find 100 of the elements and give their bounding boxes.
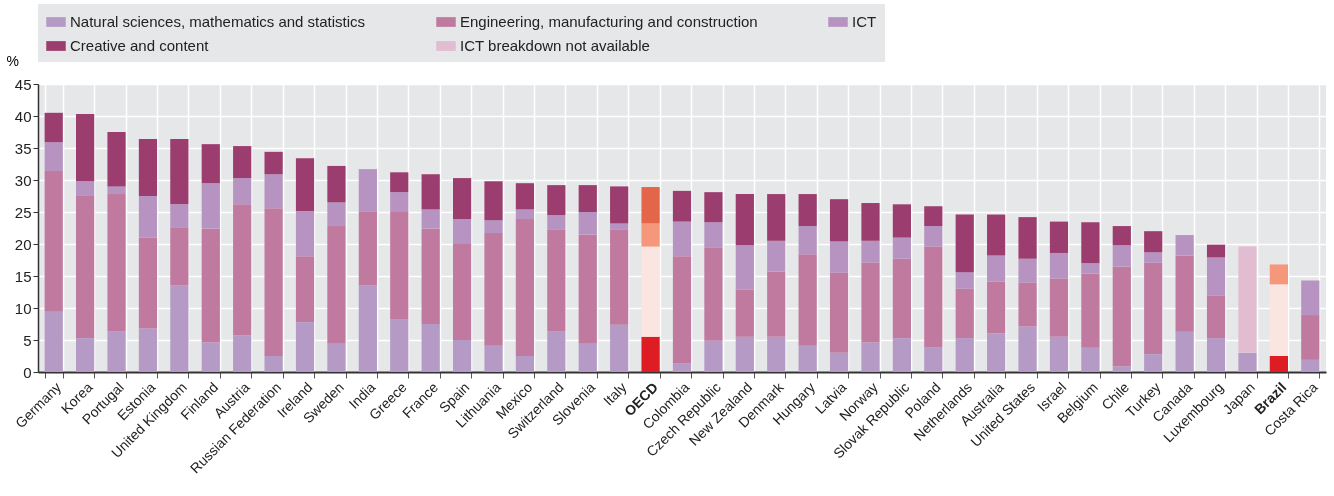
bar — [1018, 326, 1037, 372]
bar — [1144, 354, 1163, 372]
bar — [390, 212, 409, 319]
bar — [76, 114, 95, 182]
bar — [672, 190, 692, 222]
bar — [170, 227, 189, 286]
bar — [1144, 252, 1163, 263]
bar — [987, 281, 1006, 334]
bar — [798, 226, 817, 255]
bar — [1144, 231, 1163, 253]
legend-label: Engineering, manufacturing and construction — [460, 13, 758, 30]
bar — [295, 256, 315, 323]
bar — [829, 241, 849, 273]
bar — [452, 219, 472, 244]
bar — [641, 336, 660, 372]
bar — [358, 169, 377, 212]
bar — [892, 258, 912, 339]
bar — [798, 345, 817, 372]
bar — [861, 240, 880, 263]
bar — [515, 183, 535, 210]
y-tick-label: 10 — [14, 299, 32, 317]
bar — [610, 229, 629, 325]
bar — [610, 324, 629, 372]
bar — [201, 342, 220, 372]
bar — [515, 209, 535, 220]
y-tick-label: 45 — [14, 75, 32, 93]
bar — [735, 336, 754, 372]
bar — [421, 209, 440, 229]
y-tick-label: 15 — [14, 267, 32, 285]
bar — [829, 272, 849, 353]
bar — [1206, 295, 1226, 339]
bar — [767, 271, 786, 337]
bar — [1112, 245, 1131, 267]
bar — [233, 178, 252, 205]
bar — [547, 229, 566, 332]
bar — [515, 219, 535, 356]
bar — [1081, 222, 1100, 264]
bar — [861, 203, 880, 241]
bar — [829, 199, 849, 242]
bar — [829, 352, 849, 372]
bar — [264, 151, 283, 175]
bar — [170, 285, 189, 372]
bar — [798, 254, 817, 346]
bar — [1206, 338, 1226, 372]
bar — [515, 356, 535, 372]
bar — [861, 342, 880, 372]
bar — [484, 181, 503, 221]
bar — [233, 204, 252, 336]
bar — [1018, 282, 1037, 327]
bar — [1049, 252, 1069, 279]
bar — [704, 247, 723, 341]
y-tick-label: 20 — [14, 235, 32, 253]
legend-label: Creative and content — [70, 37, 210, 54]
bar — [1112, 226, 1131, 246]
bar — [44, 311, 63, 372]
bar — [138, 328, 158, 372]
bar — [672, 256, 692, 364]
bar — [138, 237, 158, 329]
bar — [767, 336, 786, 372]
bar — [264, 208, 283, 356]
bar — [861, 262, 880, 343]
bar — [421, 174, 440, 210]
bar — [1238, 246, 1257, 353]
bar — [798, 194, 817, 227]
y-tick-label: 30 — [14, 171, 32, 189]
bar — [1112, 266, 1131, 367]
bar — [390, 172, 409, 193]
bar — [1018, 217, 1037, 259]
bar — [704, 222, 723, 248]
bar — [201, 183, 220, 229]
bar — [735, 289, 754, 337]
bar — [44, 112, 63, 143]
bar — [924, 347, 943, 372]
bar — [767, 240, 786, 272]
bar — [264, 174, 283, 209]
bar — [358, 211, 377, 286]
bar — [955, 338, 974, 372]
bar — [76, 181, 95, 196]
bar — [1175, 331, 1194, 372]
y-tick-label: 0 — [23, 363, 32, 381]
y-tick-label: 35 — [14, 139, 32, 157]
bar — [767, 194, 786, 241]
bar — [1206, 257, 1226, 296]
bar — [421, 324, 440, 372]
bar — [578, 185, 597, 212]
bar — [955, 272, 974, 289]
legend-label: ICT — [852, 13, 877, 30]
bar — [610, 186, 629, 224]
bar — [578, 212, 597, 235]
bar — [924, 246, 943, 348]
bar — [1144, 262, 1163, 355]
bar — [547, 331, 566, 372]
bar — [924, 206, 943, 227]
bar — [295, 211, 315, 257]
bar — [138, 139, 158, 196]
bar — [1301, 280, 1320, 316]
bar — [327, 165, 346, 203]
bar — [892, 204, 912, 238]
bar — [547, 215, 566, 230]
bar — [1175, 235, 1194, 256]
